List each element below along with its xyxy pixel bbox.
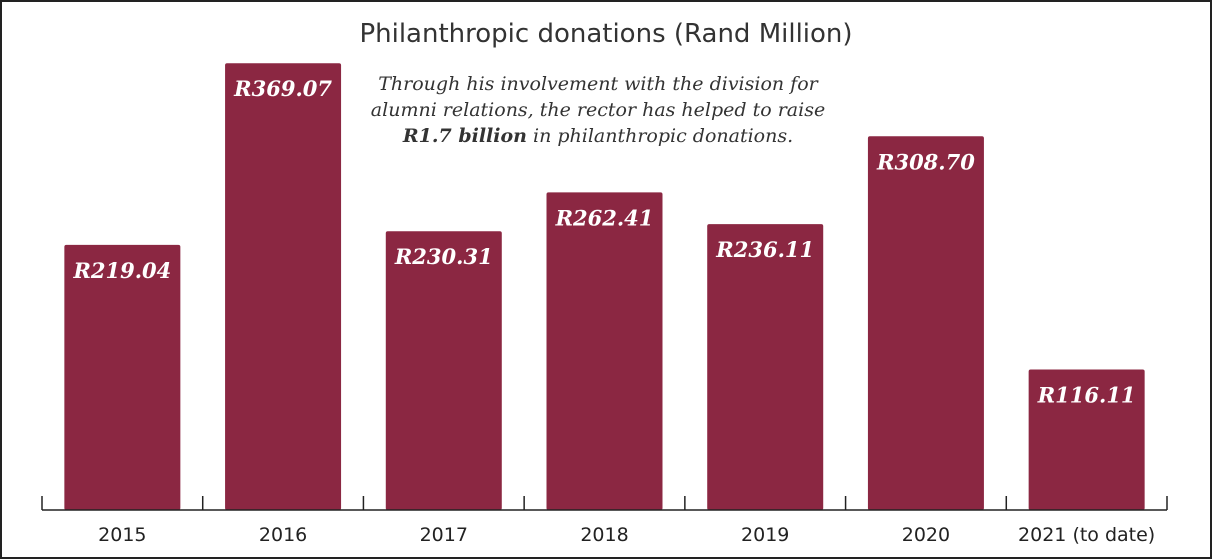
- bar-value-label: R116.11: [1037, 382, 1136, 407]
- bar-value-label: R308.70: [876, 149, 975, 174]
- bar-value-label: R219.04: [72, 258, 171, 283]
- bar-value-label: R230.31: [394, 244, 493, 269]
- annotation: Through his involvement with the divisio…: [371, 73, 825, 147]
- bar-2020: [867, 136, 984, 510]
- annotation-line-2: alumni relations, the rector has helped …: [371, 99, 825, 121]
- x-axis: 2015 2016 2017 2018 2019 2020 2021 (to date): [41, 496, 1168, 546]
- bars-group: R219.04 R369.07 R230.31 R262.41 R236.11 R308.…: [64, 63, 1145, 511]
- bar-2015: [64, 244, 181, 510]
- bar-2018: [546, 192, 663, 510]
- annotation-highlight: R1.7 billion: [402, 125, 527, 147]
- bar-2016: [225, 63, 342, 511]
- x-tick-label: 2017: [420, 524, 468, 546]
- bar-2019: [707, 224, 824, 511]
- x-tick-label: 2021 (to date): [1018, 524, 1155, 546]
- annotation-line-1: Through his involvement with the divisio…: [378, 73, 819, 95]
- bar-2021-to-date-: [1028, 369, 1145, 510]
- bar-2017: [385, 231, 502, 511]
- annotation-line-3-rest: in philanthropic donations.: [527, 125, 793, 147]
- chart-title: Philanthropic donations (Rand Million): [359, 19, 852, 49]
- bar-value-label: R369.07: [233, 76, 332, 101]
- x-tick-label: 2020: [902, 524, 950, 546]
- x-tick-label: 2019: [741, 524, 789, 546]
- x-tick-label: 2016: [259, 524, 307, 546]
- annotation-line-3: R1.7 billion in philanthropic donations.: [402, 125, 793, 147]
- x-tick-label: 2015: [98, 524, 146, 546]
- bar-value-label: R262.41: [555, 205, 654, 230]
- bar-value-label: R236.11: [715, 237, 814, 262]
- x-tick-label: 2018: [580, 524, 628, 546]
